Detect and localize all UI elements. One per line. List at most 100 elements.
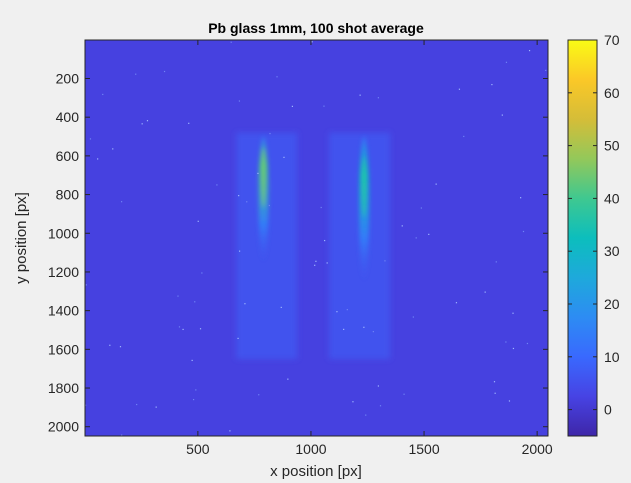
noise-speck — [359, 94, 361, 96]
noise-speck — [109, 344, 111, 346]
colorbar-tick-label: 70 — [604, 32, 620, 48]
noise-speck — [384, 260, 386, 262]
noise-speck — [495, 261, 497, 263]
x-tick-label: 1500 — [408, 441, 439, 457]
bright-streaks — [258, 136, 370, 282]
noise-speck — [314, 264, 316, 266]
noise-speck — [238, 195, 240, 197]
noise-speck — [102, 93, 104, 96]
noise-speck — [501, 114, 503, 116]
noise-speck — [141, 123, 143, 125]
colorbar-gradient — [568, 40, 597, 436]
noise-speck — [415, 237, 417, 239]
noise-speck — [89, 138, 92, 140]
noise-speck — [135, 73, 137, 75]
y-tick-label: 200 — [56, 70, 80, 86]
chart-title: Pb glass 1mm, 100 shot average — [208, 20, 424, 36]
x-axis-ticks: 500 1000 1500 2000 — [186, 40, 553, 457]
y-tick-label: 1000 — [48, 225, 79, 241]
noise-speck — [512, 312, 514, 314]
y-axis-label: y position [px] — [13, 192, 30, 284]
noise-speck — [494, 392, 496, 394]
noise-speck — [195, 389, 197, 391]
noise-speckle — [85, 41, 547, 436]
noise-speck — [324, 239, 326, 242]
noise-speck — [420, 207, 422, 209]
noise-speck — [201, 272, 203, 274]
colorbar-frame — [567, 39, 598, 437]
noise-speck — [85, 284, 87, 286]
y-tick-label: 400 — [56, 109, 80, 125]
noise-speck — [230, 41, 232, 43]
noise-speck — [238, 100, 241, 102]
noise-speck — [216, 184, 218, 186]
noise-speck — [238, 250, 241, 252]
y-tick-label: 1200 — [48, 264, 79, 280]
noise-speck — [246, 201, 248, 203]
noise-speck — [136, 403, 138, 406]
noise-speck — [428, 233, 430, 235]
noise-speck — [237, 337, 239, 340]
x-tick-label: 1000 — [295, 441, 326, 457]
noise-speck — [119, 346, 122, 348]
y-tick-label: 1600 — [48, 341, 79, 357]
colorbar-tick-label: 0 — [604, 402, 612, 418]
noise-speck — [493, 381, 496, 383]
heatmap-image — [85, 40, 548, 436]
noise-speck — [463, 135, 465, 138]
noise-speck — [178, 326, 181, 328]
y-tick-label: 1400 — [48, 303, 79, 319]
noise-speck — [287, 378, 289, 380]
y-tick-label: 600 — [56, 148, 80, 164]
noise-speck — [379, 405, 382, 407]
noise-speck — [199, 328, 202, 330]
colorbar-tick-label: 60 — [604, 85, 620, 101]
noise-speck — [177, 295, 179, 297]
noise-speck — [182, 328, 184, 331]
noise-speck — [191, 359, 193, 362]
noise-speck — [326, 262, 328, 264]
noise-speck — [526, 342, 529, 345]
noise-speck — [120, 201, 123, 203]
streak-core-1 — [261, 147, 266, 208]
colorbar-tick-label: 10 — [604, 349, 620, 365]
noise-speck — [343, 328, 345, 330]
noise-speck — [545, 69, 547, 71]
streak-core-2 — [362, 157, 366, 218]
noise-speck — [508, 400, 511, 402]
noise-speck — [352, 401, 354, 403]
heatmap-background — [85, 40, 548, 436]
noise-speck — [315, 260, 317, 262]
noise-speck — [512, 347, 515, 350]
noise-speck — [401, 225, 403, 227]
noise-speck — [528, 49, 531, 52]
y-axis-ticks: 200 400 600 800 1000 1200 1400 1600 1800 2000 — [48, 70, 548, 435]
noise-speck — [268, 204, 270, 207]
noise-speck — [372, 331, 374, 333]
colorbar: 0 10 20 30 40 50 60 70 — [567, 32, 620, 437]
noise-speck — [155, 406, 157, 408]
x-tick-label: 2000 — [522, 441, 553, 457]
noise-speck — [112, 148, 114, 150]
noise-speck — [188, 122, 190, 124]
noise-speck — [269, 132, 271, 135]
noise-speck — [458, 88, 461, 90]
noise-speck — [505, 341, 507, 343]
noise-speck — [320, 206, 322, 209]
noise-speck — [258, 394, 260, 396]
noise-speck — [484, 291, 486, 293]
noise-speck — [257, 172, 259, 175]
noise-speck — [403, 393, 405, 395]
noise-speck — [280, 306, 282, 309]
colorbar-tick-label: 40 — [604, 190, 620, 206]
noise-speck — [377, 385, 380, 387]
plot-frame — [84, 39, 549, 437]
noise-speck — [336, 311, 338, 313]
noise-speck — [163, 70, 166, 73]
noise-speck — [365, 414, 367, 416]
y-tick-label: 800 — [56, 187, 80, 203]
colorbar-tick-label: 20 — [604, 296, 620, 312]
colorbar-tick-label: 50 — [604, 138, 620, 154]
noise-speck — [244, 303, 246, 305]
